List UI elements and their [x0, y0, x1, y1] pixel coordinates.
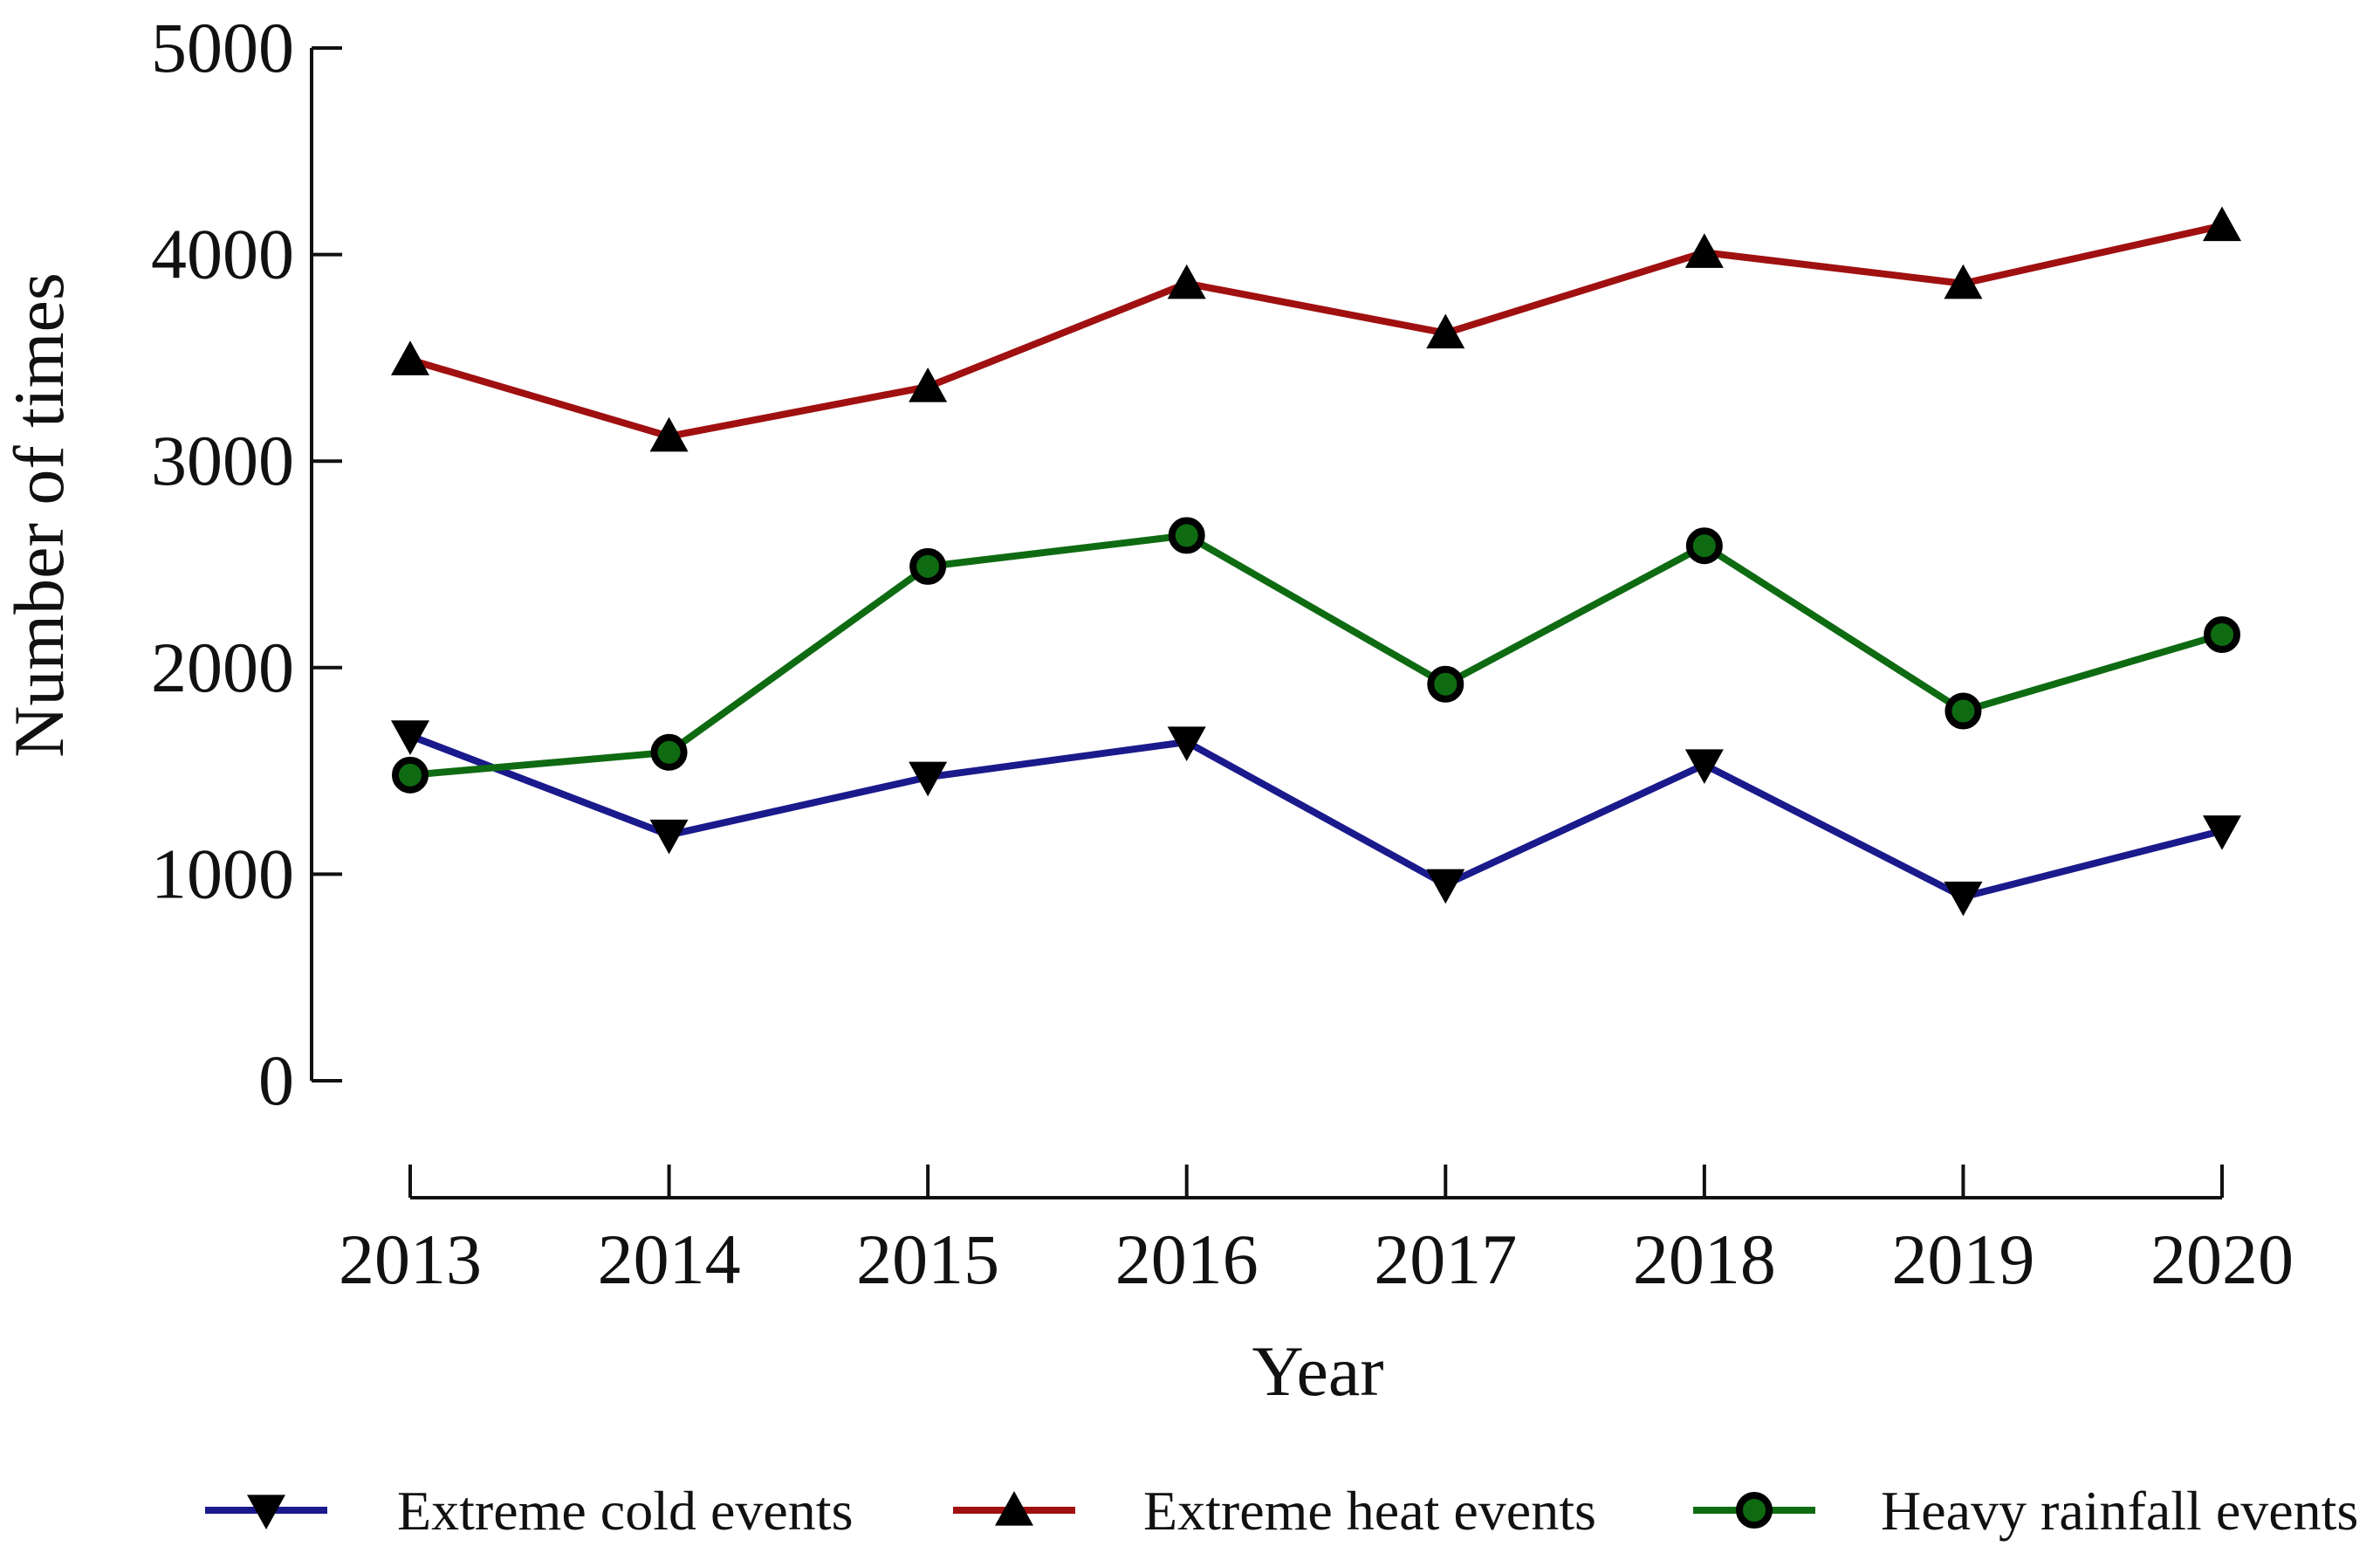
x-tick-label: 2016	[1115, 1220, 1259, 1299]
data-point	[391, 720, 429, 755]
data-point	[650, 733, 688, 771]
legend: Extreme cold events Extreme heat events He…	[205, 1480, 2358, 1542]
data-point	[391, 340, 429, 375]
data-point	[1167, 726, 1206, 761]
data-point	[1685, 527, 1723, 565]
legend-marker	[995, 1491, 1033, 1526]
series-extreme-cold-events	[391, 720, 2241, 917]
data-point	[1168, 517, 1205, 554]
legend-item: Extreme cold events	[205, 1480, 853, 1542]
y-tick-label: 0	[258, 1041, 294, 1120]
legend-marker	[247, 1495, 285, 1529]
series-line	[407, 732, 2226, 901]
x-tick-label: 2019	[1891, 1220, 2034, 1299]
data-point	[1684, 749, 1724, 785]
series-line	[407, 532, 2226, 779]
x-tick-label: 2020	[2150, 1220, 2294, 1299]
y-tick-label: 3000	[151, 421, 294, 500]
y-tick-label: 1000	[151, 834, 294, 913]
data-point	[2204, 615, 2240, 653]
data-point	[1684, 233, 1724, 268]
legend-label: Extreme cold events	[397, 1480, 853, 1542]
x-tick-label: 2014	[598, 1220, 741, 1299]
y-tick-label: 2000	[151, 628, 294, 707]
data-point	[1426, 869, 1465, 904]
x-tick-label: 2013	[339, 1220, 482, 1299]
x-axis: 2013 2014 2015 2016 2017 2018 2019 2020	[339, 1165, 2294, 1299]
legend-item: Extreme heat events	[953, 1480, 1596, 1542]
data-point	[1944, 692, 1982, 730]
y-axis: 0 1000 2000 3000 4000 5000	[151, 8, 342, 1120]
y-tick-label: 5000	[151, 8, 294, 87]
legend-label: Heavy rainfall events	[1881, 1480, 2358, 1542]
series-layer	[391, 206, 2241, 917]
data-point	[392, 756, 429, 794]
data-point	[649, 416, 689, 452]
data-point	[1944, 264, 1983, 299]
data-point	[1944, 881, 1983, 917]
series-line	[407, 222, 2226, 440]
data-point	[2203, 815, 2241, 850]
legend-item: Heavy rainfall events	[1693, 1480, 2358, 1542]
data-point	[909, 547, 947, 585]
data-point	[2203, 206, 2241, 242]
y-axis-title: Number of times	[0, 272, 79, 758]
x-tick-label: 2017	[1374, 1220, 1517, 1299]
y-tick-label: 4000	[151, 215, 294, 294]
data-point	[1167, 264, 1206, 299]
legend-label: Extreme heat events	[1143, 1480, 1596, 1542]
data-point	[649, 819, 689, 855]
data-point	[909, 761, 948, 797]
series-heavy-rainfall-events	[392, 517, 2240, 794]
x-tick-label: 2018	[1633, 1220, 1776, 1299]
series-extreme-heat-events	[391, 206, 2241, 452]
data-point	[909, 368, 948, 402]
x-axis-title: Year	[1252, 1331, 1383, 1411]
data-point	[1427, 665, 1464, 703]
x-tick-label: 2015	[856, 1220, 999, 1299]
data-point	[1426, 313, 1465, 349]
legend-marker	[1736, 1492, 1773, 1529]
